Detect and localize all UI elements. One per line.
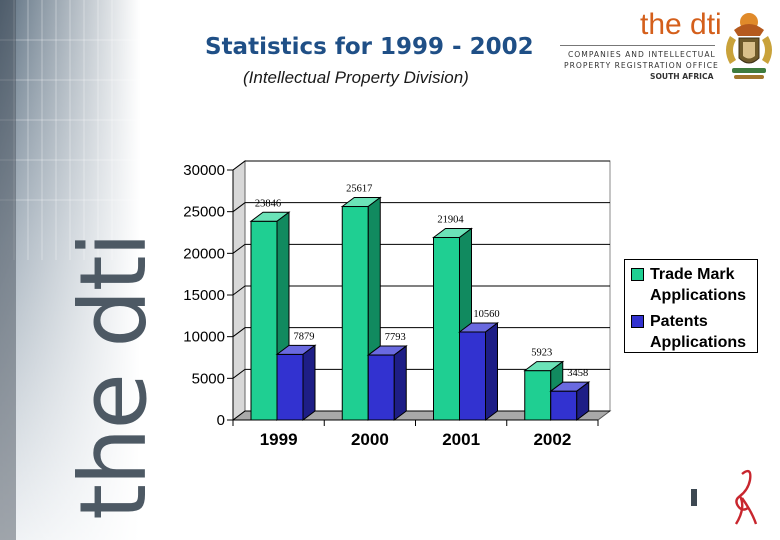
data-label-patents-2001: 10560 [473,309,499,320]
bar-patents-2001 [459,331,486,421]
data-label-patents-2002: 3458 [567,368,588,379]
y-gridline [232,243,610,254]
bar-patents-2000 [367,354,395,421]
bar-trade-mark-2001 [433,236,460,421]
y-tick-label: 15000 [183,287,225,304]
y-tick-label: 5000 [192,370,225,387]
y-gridline [232,285,610,296]
dti-ribbon-icon [734,469,758,525]
logo-org-line-1: COMPANIES AND INTELLECTUAL [568,50,716,59]
x-category-label: 1999 [260,430,298,449]
bar-trade-mark-2002 [524,370,552,421]
y-tick-label: 10000 [183,329,225,346]
x-category-label: 2000 [351,430,389,449]
y-tick-label: 0 [217,412,225,429]
legend-item-patents: Patents Applications [631,311,760,353]
footer-bar [691,489,697,506]
data-label-trade-mark-2001: 21904 [437,214,464,225]
side-panel-background [0,0,140,540]
legend-label-patents: Patents Applications [650,313,747,351]
bar-side-patents-1999 [302,344,316,421]
bar-side-patents-2001 [485,322,498,421]
x-category-label: 2002 [533,430,571,449]
logo-country: SOUTH AFRICA [650,72,714,81]
coat-of-arms-icon [726,13,772,79]
data-label-trade-mark-2000: 25617 [346,184,372,195]
chart-legend: Trade Mark Applications Patents Applicat… [624,259,758,353]
data-label-patents-2000: 7793 [385,332,406,343]
logo-wordmark: the dti [640,8,722,41]
x-category-label: 2001 [442,430,480,449]
slide-title: Statistics for 1999 - 2002 [205,34,534,60]
y-tick-label: 20000 [183,245,225,262]
legend-item-trade-mark: Trade Mark Applications [631,264,760,306]
legend-swatch-trade-mark [631,268,644,281]
bar-trade-mark-1999 [250,220,278,421]
bar-side-patents-2002 [576,381,590,421]
y-gridline [232,202,610,213]
y-gridline [232,160,610,171]
bar-side-patents-2000 [393,345,407,421]
data-label-trade-mark-2002: 5923 [531,348,552,359]
y-tick-label: 25000 [183,204,225,221]
bar-patents-2002 [550,390,578,421]
legend-swatch-patents [631,315,644,328]
dti-logo: the dti COMPANIES AND INTELLECTUAL PROPE… [560,6,778,86]
data-label-trade-mark-1999: 23846 [255,198,281,209]
logo-org-line-2: PROPERTY REGISTRATION OFFICE [564,61,719,70]
slide-subtitle: (Intellectual Property Division) [243,68,469,87]
legend-label-trade-mark: Trade Mark Applications [650,266,747,304]
data-label-patents-1999: 7879 [294,331,315,342]
bar-patents-1999 [276,353,304,421]
logo-divider [560,45,715,46]
y-tick-label: 30000 [183,162,225,179]
bar-trade-mark-2000 [341,206,369,421]
